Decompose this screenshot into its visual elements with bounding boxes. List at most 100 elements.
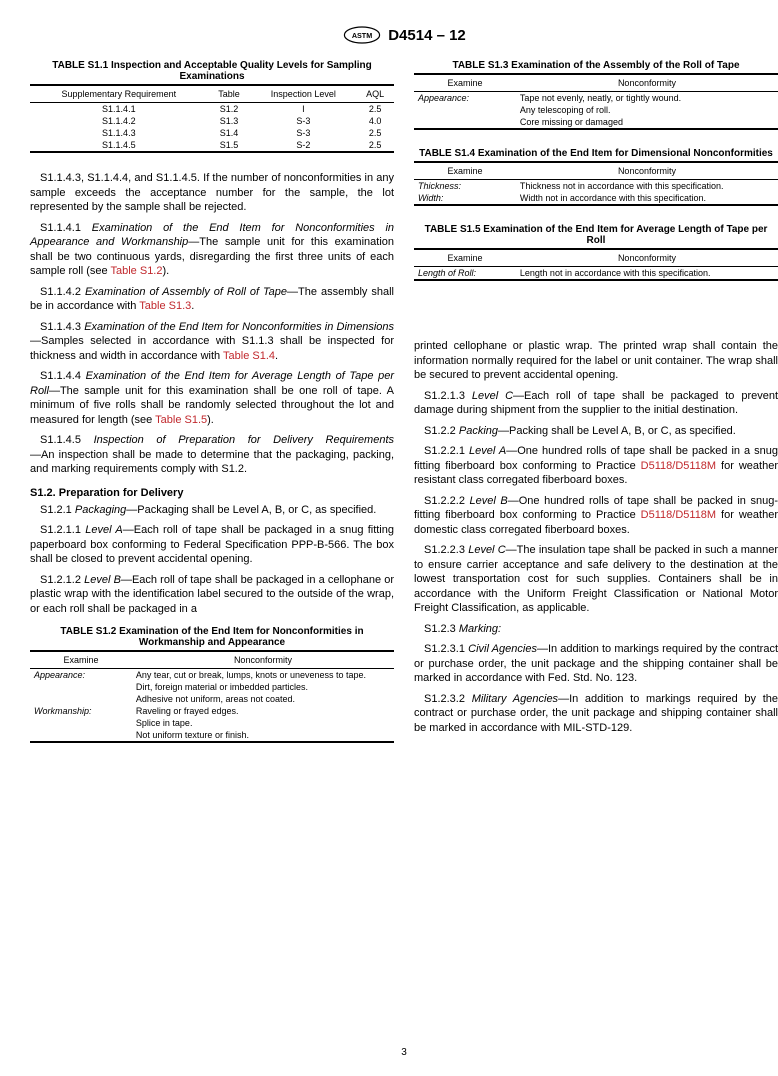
body-text: —An inspection shall be made to determin…	[30, 449, 394, 476]
practice-ref-link[interactable]: D5118/D5118M	[641, 460, 716, 472]
table-cell: Core missing or damaged	[516, 116, 778, 129]
para-s1222: S1.2.2.2 Level B—One hundred rolls of ta…	[414, 494, 778, 538]
para-s1212: S1.2.1.2 Level B—Each roll of tape shall…	[30, 573, 394, 617]
table-cell: Adhesive not uniform, areas not coated.	[132, 693, 394, 705]
para-s1143-intro: S1.1.4.3, S1.1.4.4, and S1.1.4.5. If the…	[30, 171, 394, 215]
section-number: S1.2.3	[424, 623, 456, 635]
table-header: Inspection Level	[250, 85, 356, 103]
table-cell: 2.5	[356, 103, 394, 116]
para-right-0: printed cellophane or plastic wrap. The …	[414, 339, 778, 383]
para-s1223: S1.2.2.3 Level C—The insulation tape sha…	[414, 543, 778, 616]
body-text: ).	[162, 265, 169, 277]
table-cell: S-2	[250, 139, 356, 152]
para-s121: S1.2.1 Packaging—Packaging shall be Leve…	[30, 503, 394, 518]
table-cell: Splice in tape.	[132, 717, 394, 729]
table-ref-link[interactable]: Table S1.5	[155, 414, 207, 426]
table-cell: S1.1.4.2	[30, 115, 208, 127]
para-s1144: S1.1.4.4 Examination of the End Item for…	[30, 369, 394, 427]
table-cell: Width:	[414, 192, 516, 205]
para-s1143: S1.1.4.3 Examination of the End Item for…	[30, 320, 394, 364]
section-number: S1.1.4.5	[40, 434, 81, 446]
section-title: Military Agencies	[472, 693, 558, 705]
body-text: ).	[207, 414, 214, 426]
table-cell: S1.5	[208, 139, 251, 152]
table-header: Table	[208, 85, 251, 103]
body-text: .	[191, 300, 194, 312]
table-s1-1: Supplementary Requirement Table Inspecti…	[30, 84, 394, 153]
para-s1221: S1.2.2.1 Level A—One hundred rolls of ta…	[414, 444, 778, 488]
table-s1-5-title: TABLE S1.5 Examination of the End Item f…	[414, 224, 778, 246]
doc-id: D4514 – 12	[388, 27, 466, 44]
table-cell: Any tear, cut or break, lumps, knots or …	[132, 669, 394, 682]
table-header: Examine	[414, 249, 516, 267]
section-title: Level A	[85, 524, 122, 536]
table-ref-link[interactable]: Table S1.3	[139, 300, 191, 312]
table-header: Supplementary Requirement	[30, 85, 208, 103]
table-cell	[30, 693, 132, 705]
section-title: Packing	[459, 425, 498, 437]
table-cell: Not uniform texture or finish.	[132, 729, 394, 742]
table-header: Examine	[414, 162, 516, 180]
table-cell: 4.0	[356, 115, 394, 127]
svg-text:ASTM: ASTM	[352, 31, 372, 40]
section-number: S1.2.1	[40, 504, 72, 516]
section-number: S1.2.3.2	[424, 693, 465, 705]
body-text: .	[275, 350, 278, 362]
section-number: S1.1.4.3	[40, 321, 81, 333]
table-cell: Appearance:	[30, 669, 132, 682]
section-title: Inspection of Preparation for Delivery R…	[94, 434, 394, 446]
section-title: Level C	[472, 390, 513, 402]
table-cell: S1.2	[208, 103, 251, 116]
table-cell: S1.1.4.5	[30, 139, 208, 152]
section-title: Marking:	[459, 623, 501, 635]
section-title: Level B	[470, 495, 508, 507]
practice-ref-link[interactable]: D5118/D5118M	[641, 509, 716, 521]
section-number: S1.2.1.3	[424, 390, 465, 402]
table-cell: Dirt, foreign material or imbedded parti…	[132, 681, 394, 693]
section-number: S1.2.2.1	[424, 445, 465, 457]
table-cell: Length of Roll:	[414, 267, 516, 281]
section-number: S1.2.3.1	[424, 643, 465, 655]
table-cell: Width not in accordance with this specif…	[516, 192, 778, 205]
section-title: Examination of the End Item for Nonconfo…	[84, 321, 394, 333]
table-s1-4-title: TABLE S1.4 Examination of the End Item f…	[414, 148, 778, 159]
section-number: S1.2.1.2	[40, 574, 81, 586]
section-number: S1.2.2	[424, 425, 456, 437]
section-number: S1.2.2.3	[424, 544, 465, 556]
table-cell	[30, 681, 132, 693]
section-title: Examination of Assembly of Roll of Tape	[85, 286, 287, 298]
para-s1231: S1.2.3.1 Civil Agencies—In addition to m…	[414, 642, 778, 686]
table-cell	[30, 729, 132, 742]
body-text: —Packing shall be Level A, B, or C, as s…	[498, 425, 736, 437]
table-s1-4: Examine Nonconformity Thickness:Thicknes…	[414, 161, 778, 206]
table-s1-2-title: TABLE S1.2 Examination of the End Item f…	[30, 626, 394, 648]
section-number: S1.1.4.2	[40, 286, 81, 298]
table-cell: 2.5	[356, 127, 394, 139]
table-cell: Any telescoping of roll.	[516, 104, 778, 116]
section-title: Level A	[469, 445, 506, 457]
table-cell: Tape not evenly, neatly, or tightly woun…	[516, 92, 778, 105]
section-number: S1.2.1.1	[40, 524, 81, 536]
table-cell: Length not in accordance with this speci…	[516, 267, 778, 281]
left-column: TABLE S1.1 Inspection and Acceptable Qua…	[30, 60, 394, 761]
table-s1-3-title: TABLE S1.3 Examination of the Assembly o…	[414, 60, 778, 71]
section-number: S1.1.4.4	[40, 370, 81, 382]
para-s1142: S1.1.4.2 Examination of Assembly of Roll…	[30, 285, 394, 314]
table-cell: Workmanship:	[30, 705, 132, 717]
table-ref-link[interactable]: Table S1.4	[223, 350, 275, 362]
table-cell: I	[250, 103, 356, 116]
section-title: Civil Agencies	[468, 643, 537, 655]
table-header: Nonconformity	[516, 162, 778, 180]
table-ref-link[interactable]: Table S1.2	[111, 265, 163, 277]
table-cell: S1.1.4.3	[30, 127, 208, 139]
para-s1211: S1.2.1.1 Level A—Each roll of tape shall…	[30, 523, 394, 567]
table-cell: Thickness not in accordance with this sp…	[516, 180, 778, 193]
table-cell	[30, 717, 132, 729]
page-number: 3	[401, 1047, 407, 1058]
para-s1145b: —An inspection shall be made to determin…	[30, 448, 394, 477]
table-s1-3: Examine Nonconformity Appearance:Tape no…	[414, 73, 778, 130]
table-cell: S1.4	[208, 127, 251, 139]
body-text: —Samples selected in accordance with S1.…	[30, 335, 394, 362]
para-s1232: S1.2.3.2 Military Agencies—In addition t…	[414, 692, 778, 736]
section-s12-head: S1.2. Preparation for Delivery	[30, 487, 394, 499]
